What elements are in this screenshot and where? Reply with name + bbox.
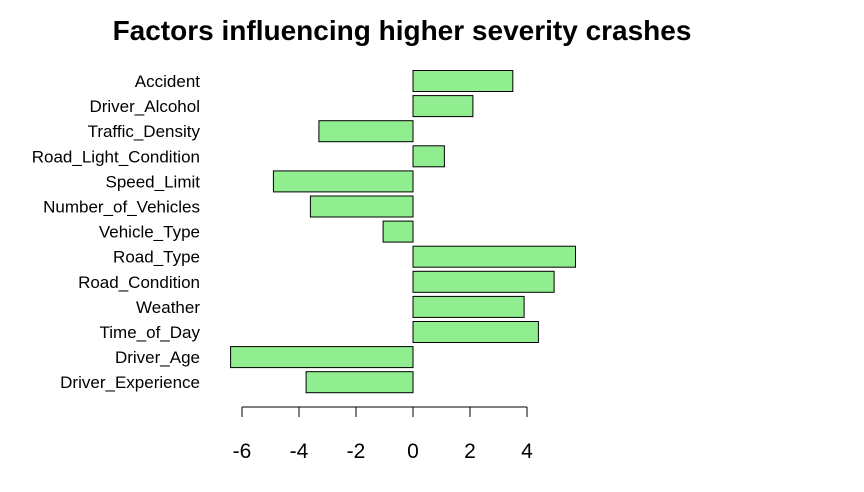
bar-number-of-vehicles xyxy=(309,195,414,218)
bar-road-light-condition xyxy=(412,145,445,168)
category-label: Driver_Experience xyxy=(60,373,200,392)
bar-speed-limit xyxy=(272,170,414,193)
category-label: Traffic_Density xyxy=(88,122,201,141)
bar-vehicle-type xyxy=(382,220,414,243)
bar-road-condition xyxy=(412,270,555,293)
category-labels: Accident Driver_Alcohol Traffic_Density Roa… xyxy=(32,72,201,392)
bar-traffic-density xyxy=(318,120,414,143)
bar-weather xyxy=(412,295,525,318)
x-tick-label: -6 xyxy=(233,440,252,463)
category-label: Road_Condition xyxy=(78,273,200,292)
chart-title: Factors influencing higher severity cras… xyxy=(113,15,692,46)
category-label: Driver_Alcohol xyxy=(89,97,200,116)
x-axis: -6 -4 -2 0 2 4 xyxy=(233,406,533,463)
bar-time-of-day xyxy=(412,321,539,343)
category-label: Accident xyxy=(135,72,200,91)
category-label: Speed_Limit xyxy=(105,172,200,191)
category-label: Time_of_Day xyxy=(100,323,201,342)
category-label: Road_Light_Condition xyxy=(32,147,200,166)
category-label: Vehicle_Type xyxy=(99,223,200,242)
bar-road-type xyxy=(412,245,576,268)
category-label: Road_Type xyxy=(113,248,200,267)
category-label: Number_of_Vehicles xyxy=(43,198,200,217)
x-tick-label: 4 xyxy=(521,440,533,463)
x-tick-label: -2 xyxy=(347,440,366,463)
category-label: Weather xyxy=(136,298,200,317)
x-tick-label: -4 xyxy=(290,440,309,463)
bar-driver-alcohol xyxy=(412,95,474,118)
x-tick-label: 0 xyxy=(407,440,419,463)
x-tick-label: 2 xyxy=(464,440,476,463)
bar-driver-age xyxy=(230,346,414,369)
bars-layer xyxy=(230,70,576,394)
category-label: Driver_Age xyxy=(115,348,200,367)
bar-driver-experience xyxy=(305,371,414,394)
bar-accident xyxy=(412,70,514,92)
